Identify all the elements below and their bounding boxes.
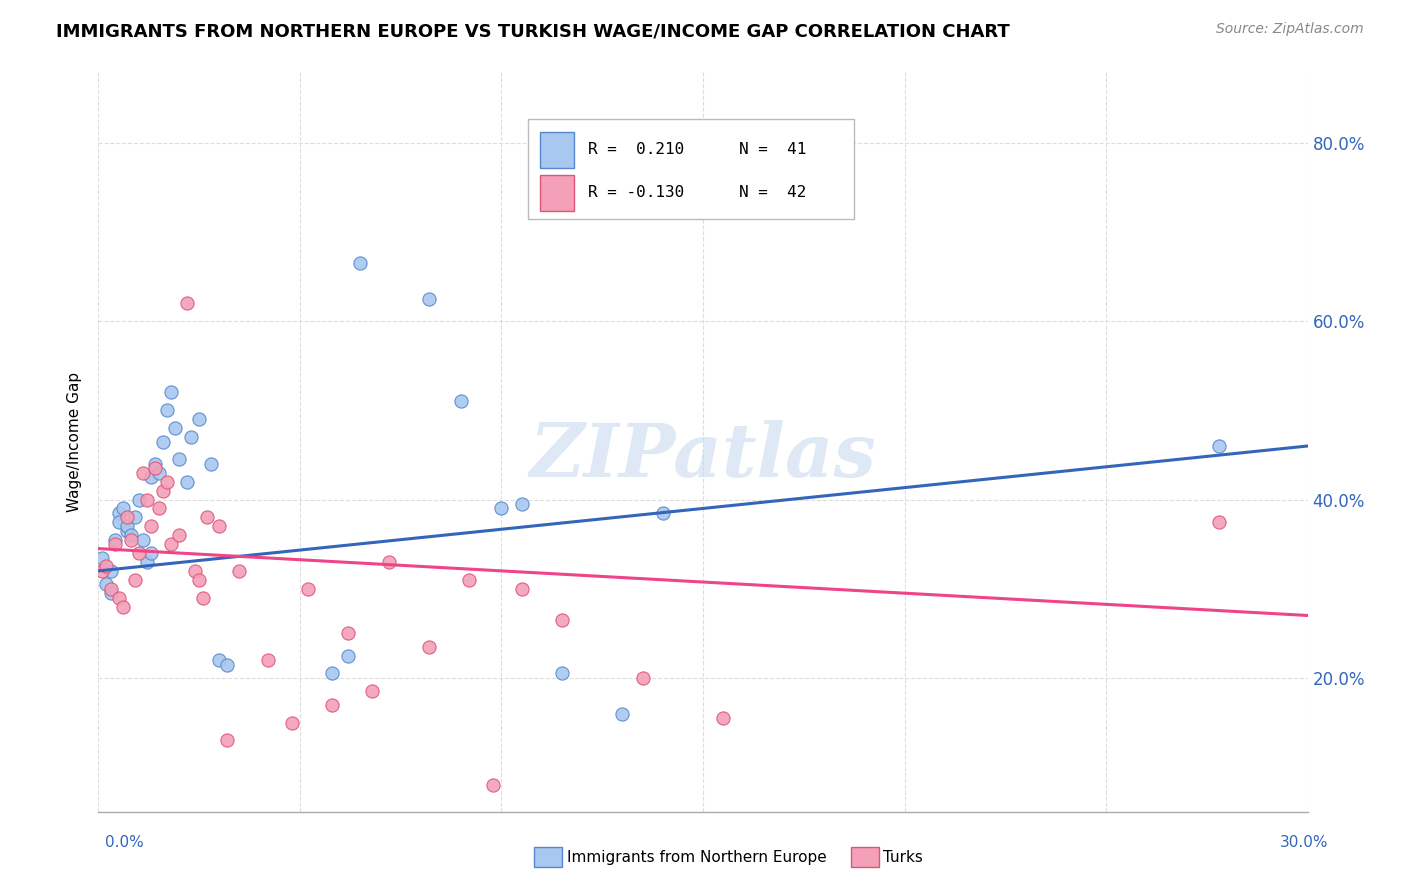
Point [1208,439,1230,453]
Point [377,555,399,569]
Point [107,506,129,520]
Point [152,483,174,498]
Point [115,519,138,533]
Point [100,586,122,600]
Point [124,573,146,587]
Point [551,613,574,627]
Text: Source: ZipAtlas.com: Source: ZipAtlas.com [1216,22,1364,37]
Point [297,582,319,596]
Point [152,434,174,449]
Point [176,475,198,489]
Point [180,430,202,444]
Point [100,564,122,578]
Point [321,698,343,712]
Point [281,715,304,730]
Text: R = -0.130: R = -0.130 [588,186,685,201]
Point [167,528,190,542]
Point [103,537,125,551]
Point [120,528,142,542]
Point [135,555,157,569]
Text: Turks: Turks [883,850,922,864]
Text: Immigrants from Northern Europe: Immigrants from Northern Europe [567,850,827,864]
Text: 30.0%: 30.0% [1281,836,1329,850]
Point [482,778,505,792]
Point [132,533,155,547]
Point [124,510,146,524]
Point [651,506,673,520]
Point [612,706,634,721]
Point [458,573,481,587]
Y-axis label: Wage/Income Gap: Wage/Income Gap [67,371,83,512]
Text: R =  0.210: R = 0.210 [588,143,685,157]
Point [128,492,150,507]
Point [711,711,734,725]
Point [551,666,574,681]
Point [631,671,654,685]
Point [217,657,239,672]
Text: 0.0%: 0.0% [105,836,145,850]
Point [148,466,170,480]
Point [337,626,360,640]
Point [139,519,162,533]
Point [96,577,118,591]
Text: N =  42: N = 42 [740,186,807,201]
Point [100,582,122,596]
Point [156,475,179,489]
Text: ZIPatlas: ZIPatlas [530,420,876,492]
Text: IMMIGRANTS FROM NORTHERN EUROPE VS TURKISH WAGE/INCOME GAP CORRELATION CHART: IMMIGRANTS FROM NORTHERN EUROPE VS TURKI… [56,22,1010,40]
Point [143,461,166,475]
Point [135,492,157,507]
Point [208,653,231,667]
Point [91,564,114,578]
Point [132,466,155,480]
Point [111,501,134,516]
Point [107,515,129,529]
Point [111,599,134,614]
Point [128,546,150,560]
Point [361,684,384,698]
Text: N =  41: N = 41 [740,143,807,157]
Point [167,452,190,467]
Point [188,573,211,587]
Point [139,546,162,560]
Point [337,648,360,663]
Point [256,653,278,667]
Point [228,564,250,578]
Point [321,666,343,681]
Point [107,591,129,605]
Point [184,564,207,578]
Point [160,385,183,400]
Point [160,537,183,551]
Point [510,497,533,511]
FancyBboxPatch shape [540,175,574,211]
Point [195,510,218,524]
Point [217,733,239,747]
Point [510,582,533,596]
Point [349,256,371,270]
Point [163,421,186,435]
Point [188,412,211,426]
Point [418,640,440,654]
Point [115,524,138,538]
Point [491,501,513,516]
Point [115,510,138,524]
Point [200,457,222,471]
Point [193,591,215,605]
Point [418,292,440,306]
FancyBboxPatch shape [540,132,574,168]
Point [208,519,231,533]
Point [143,457,166,471]
Point [148,501,170,516]
Point [1208,515,1230,529]
Point [91,550,114,565]
Point [139,470,162,484]
Point [96,559,118,574]
Point [156,403,179,417]
Point [103,533,125,547]
FancyBboxPatch shape [527,120,855,219]
Point [120,533,142,547]
Point [450,394,472,409]
Point [176,296,198,310]
